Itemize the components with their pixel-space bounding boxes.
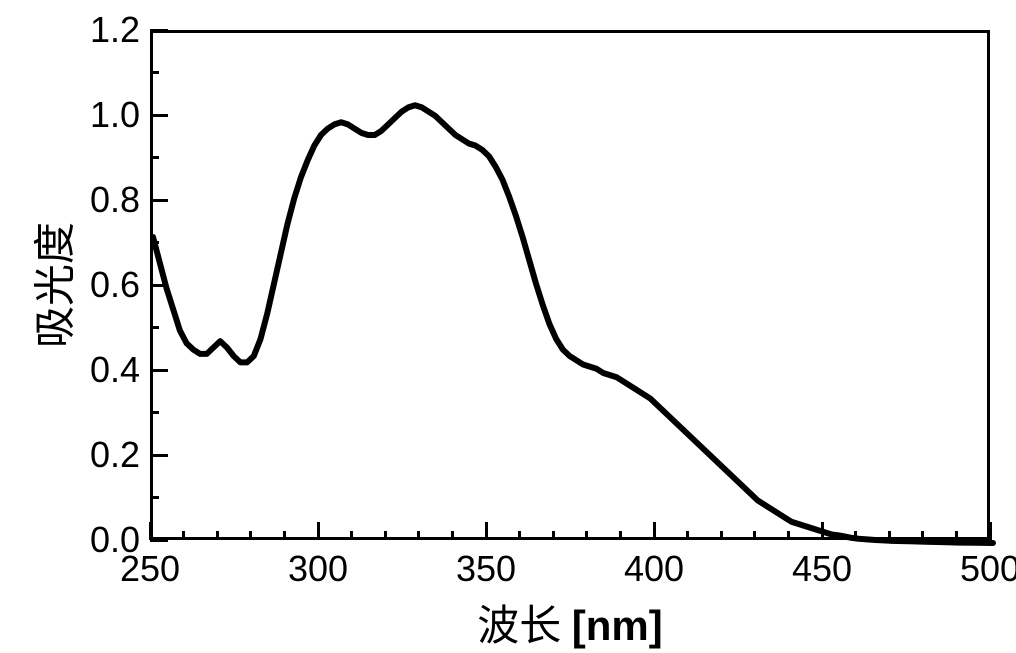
x-minor-tick [518, 531, 521, 540]
y-major-tick [150, 29, 168, 32]
x-minor-tick [787, 531, 790, 540]
y-major-tick [150, 454, 168, 457]
x-minor-tick [585, 531, 588, 540]
x-major-tick [485, 522, 488, 540]
y-tick-label: 1.0 [90, 94, 140, 136]
y-minor-tick [150, 71, 159, 74]
y-minor-tick [150, 156, 159, 159]
absorbance-spectrum-chart: 250300350400450500 0.00.20.40.60.81.01.2… [0, 0, 1016, 646]
x-tick-label: 500 [960, 548, 1016, 590]
y-minor-tick [150, 326, 159, 329]
x-minor-tick [451, 531, 454, 540]
x-major-tick [821, 522, 824, 540]
y-minor-tick [150, 411, 159, 414]
x-axis-title: 波长 [nm] [477, 592, 663, 653]
x-major-tick [317, 522, 320, 540]
x-tick-label: 300 [288, 548, 348, 590]
y-major-tick [150, 539, 168, 542]
y-tick-label: 0.6 [90, 264, 140, 306]
series-line [153, 33, 993, 543]
x-minor-tick [888, 531, 891, 540]
y-tick-label: 0.4 [90, 349, 140, 391]
y-tick-label: 0.0 [90, 519, 140, 561]
x-tick-label: 350 [456, 548, 516, 590]
x-major-tick [653, 522, 656, 540]
absorbance-curve [153, 105, 993, 543]
x-minor-tick [283, 531, 286, 540]
x-major-tick [989, 522, 992, 540]
x-minor-tick [921, 531, 924, 540]
x-minor-tick [182, 531, 185, 540]
x-minor-tick [417, 531, 420, 540]
y-major-tick [150, 369, 168, 372]
y-tick-label: 1.2 [90, 9, 140, 51]
x-minor-tick [753, 531, 756, 540]
y-minor-tick [150, 496, 159, 499]
y-major-tick [150, 284, 168, 287]
x-axis-title-cjk: 波长 [477, 604, 561, 650]
y-major-tick [150, 199, 168, 202]
x-minor-tick [216, 531, 219, 540]
y-axis-title: 吸光度 [22, 222, 83, 348]
x-minor-tick [350, 531, 353, 540]
y-tick-label: 0.2 [90, 434, 140, 476]
x-minor-tick [720, 531, 723, 540]
y-minor-tick [150, 241, 159, 244]
x-minor-tick [249, 531, 252, 540]
x-major-tick [149, 522, 152, 540]
x-tick-label: 400 [624, 548, 684, 590]
x-minor-tick [384, 531, 387, 540]
y-major-tick [150, 114, 168, 117]
x-minor-tick [552, 531, 555, 540]
x-minor-tick [686, 531, 689, 540]
plot-area [150, 30, 990, 540]
x-minor-tick [854, 531, 857, 540]
y-tick-label: 0.8 [90, 179, 140, 221]
x-minor-tick [955, 531, 958, 540]
x-tick-label: 450 [792, 548, 852, 590]
x-minor-tick [619, 531, 622, 540]
x-axis-title-unit: [nm] [572, 602, 663, 649]
